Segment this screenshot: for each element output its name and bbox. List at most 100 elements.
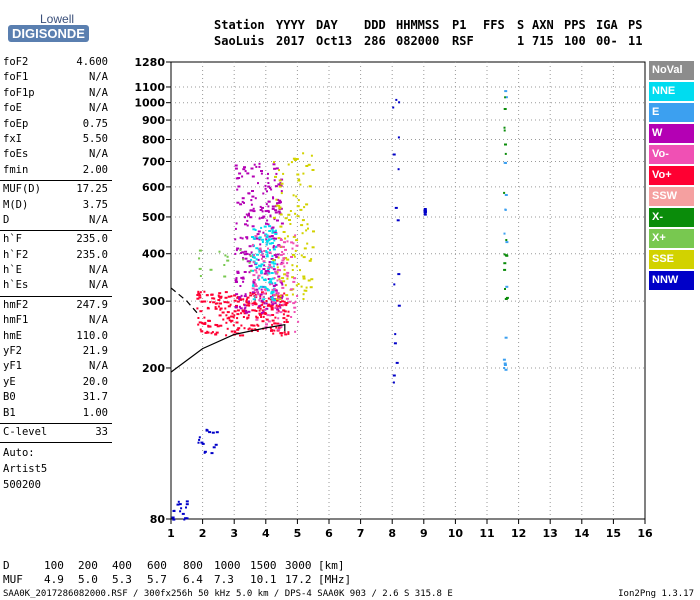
trace-point — [258, 236, 262, 239]
param-name: yF1 — [3, 360, 22, 373]
param-value: N/A — [89, 148, 108, 161]
trace-point — [505, 254, 509, 257]
trace-point — [271, 205, 275, 208]
param-row: foF2 4.600 — [0, 56, 112, 71]
trace-point — [204, 321, 207, 324]
trace-point — [398, 101, 401, 104]
trace-point — [282, 231, 286, 233]
x-tick-label: 13 — [543, 527, 558, 540]
trace-point — [266, 289, 270, 292]
trace-point — [254, 293, 257, 296]
param-value: 21.9 — [82, 345, 108, 358]
trace-point — [290, 256, 293, 258]
legend-item-noval: NoVal — [649, 61, 694, 80]
trace-point — [279, 311, 283, 314]
trace-point — [274, 209, 278, 212]
trace-point — [234, 167, 238, 170]
trace-point — [264, 272, 268, 275]
param-value: 33 — [95, 425, 108, 438]
trace-point — [263, 302, 266, 305]
trace-point — [296, 205, 300, 208]
param-name: fmin — [3, 163, 29, 176]
trace-point — [235, 249, 238, 252]
trace-point — [279, 280, 283, 283]
trace-point — [227, 305, 231, 308]
trace-point — [259, 313, 262, 316]
trace-point — [245, 311, 249, 314]
trace-point — [310, 154, 313, 157]
x-tick-label: 12 — [511, 527, 526, 540]
header-pps-label: PPS — [564, 18, 586, 32]
trace-point — [306, 223, 309, 226]
trace-point — [287, 213, 291, 216]
muf-value: 5.0 — [78, 573, 98, 586]
trace-point — [228, 319, 231, 322]
trace-point — [243, 304, 246, 307]
trace-point — [289, 210, 292, 212]
param-row: fmin 2.00 — [0, 164, 112, 179]
trace-point — [271, 288, 274, 291]
trace-point — [234, 331, 236, 333]
trace-point — [292, 194, 295, 197]
param-row: M(D) 3.75 — [0, 199, 112, 214]
trace-point — [268, 271, 271, 274]
trace-point — [215, 431, 219, 434]
trace-point — [282, 257, 286, 260]
trace-point — [291, 276, 295, 279]
trace-point — [268, 251, 272, 254]
trace-point — [242, 168, 246, 171]
trace-point — [223, 275, 227, 278]
trace-point — [238, 296, 242, 299]
trace-point — [261, 301, 265, 304]
trace-point — [270, 308, 274, 311]
x-tick-label: 7 — [357, 527, 365, 540]
trace-point — [234, 306, 238, 309]
trace-point — [252, 228, 256, 231]
trace-point — [267, 172, 269, 175]
trace-point — [297, 199, 300, 202]
trace-point — [271, 255, 274, 258]
trace-point — [305, 289, 308, 292]
trace-point — [207, 319, 211, 322]
header-pps-value: 100 — [564, 34, 586, 48]
trace-point — [223, 264, 226, 266]
trace-point — [185, 500, 189, 503]
trace-point — [257, 305, 260, 308]
trace-point — [286, 277, 289, 280]
y-tick-label: 200 — [142, 362, 165, 375]
trace-point — [225, 321, 228, 324]
trace-point — [273, 277, 276, 279]
chart-profile — [170, 287, 286, 373]
trace-point — [267, 269, 270, 272]
trace-point — [246, 237, 249, 240]
trace-point — [251, 284, 255, 287]
trace-point — [248, 271, 251, 274]
trace-point — [239, 334, 241, 337]
trace-point — [265, 238, 268, 241]
trace-point — [282, 172, 285, 175]
trace-point — [256, 293, 260, 296]
trace-point — [244, 216, 246, 219]
trace-point — [261, 291, 264, 294]
trace-point — [245, 236, 249, 239]
trace-point — [279, 306, 282, 309]
trace-point — [258, 278, 261, 281]
d-row-label: D — [3, 559, 10, 572]
trace-point — [176, 503, 180, 506]
trace-point — [218, 295, 221, 298]
trace-point — [281, 245, 285, 248]
trace-point — [273, 161, 275, 164]
trace-point — [294, 249, 297, 252]
trace-point — [252, 255, 255, 258]
trace-point — [212, 301, 216, 304]
trace-point — [271, 277, 275, 280]
param-name: MUF(D) — [3, 183, 41, 196]
trace-point — [285, 297, 289, 300]
trace-point — [233, 314, 236, 317]
trace-point — [271, 207, 275, 210]
trace-point — [285, 294, 289, 297]
param-row: h`F 235.0 — [0, 233, 112, 248]
trace-point — [277, 305, 281, 308]
trace-point — [245, 298, 248, 301]
trace-point — [275, 298, 278, 301]
